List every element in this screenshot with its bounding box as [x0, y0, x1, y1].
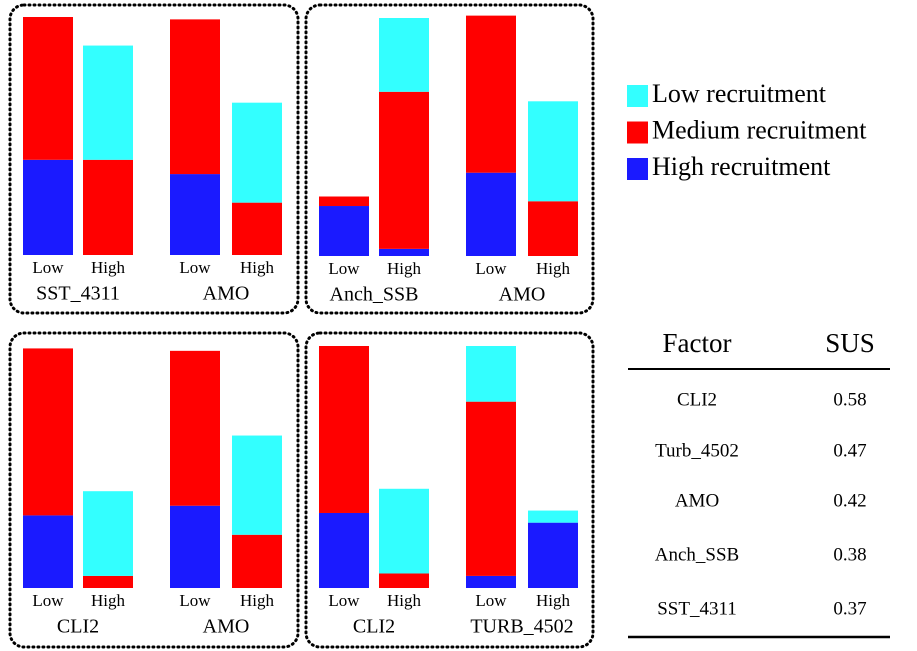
table-cell: Turb_4502 [655, 440, 739, 461]
bar-segment [466, 15, 516, 173]
category-label: Low [179, 591, 211, 610]
group-label: AMO [203, 616, 250, 638]
bar-segment [83, 45, 133, 160]
bar-segment [170, 350, 220, 506]
table-cell: 0.42 [833, 490, 866, 511]
bar-segment [232, 435, 282, 535]
group-label: SST_4311 [36, 283, 120, 305]
bar-segment [379, 248, 429, 256]
category-label: High [91, 258, 126, 277]
bar-segment [170, 19, 220, 175]
table-cell: 0.38 [833, 544, 866, 565]
bar-segment [319, 346, 369, 513]
bar-segment [83, 575, 133, 588]
table-cell: CLI2 [677, 389, 717, 410]
category-label: Low [328, 259, 360, 278]
bar-segment [528, 522, 578, 588]
category-label: High [536, 591, 571, 610]
group-label: Anch_SSB [330, 284, 419, 306]
bar-segment [379, 488, 429, 574]
table-cell: 0.47 [833, 440, 866, 461]
category-label: High [240, 258, 275, 277]
panel-frame [304, 3, 595, 315]
legend-label: Low recruitment [652, 79, 827, 108]
category-label: Low [179, 258, 211, 277]
table-cell: 0.58 [833, 389, 866, 410]
table-header: Factor [663, 328, 732, 358]
panel-frame [8, 3, 300, 315]
bar-segment [319, 196, 369, 207]
bar-segment [232, 202, 282, 255]
legend-swatch [627, 85, 648, 107]
table-cell: SST_4311 [657, 598, 737, 619]
bar-segment [83, 491, 133, 576]
group-label: CLI2 [57, 616, 99, 638]
category-label: High [536, 259, 571, 278]
group-label: AMO [499, 284, 546, 306]
bar-segment [23, 159, 73, 255]
bar-segment [23, 348, 73, 516]
bar-segment [170, 505, 220, 588]
bar-segment [232, 102, 282, 203]
legend-swatch [627, 158, 648, 180]
category-label: Low [32, 591, 64, 610]
group-label: TURB_4502 [470, 616, 573, 638]
category-label: Low [475, 259, 507, 278]
bar-segment [466, 346, 516, 402]
category-label: High [387, 259, 422, 278]
bar-segment [528, 510, 578, 523]
category-label: Low [32, 258, 64, 277]
bar-segment [319, 512, 369, 588]
legend-swatch [627, 121, 648, 144]
bar-segment [319, 206, 369, 256]
panel-frame [8, 331, 300, 649]
bar-segment [466, 575, 516, 588]
table-cell: 0.37 [833, 598, 866, 619]
panel-frame [304, 331, 595, 649]
bar-segment [83, 159, 133, 255]
group-label: CLI2 [353, 616, 395, 638]
bar-segment [466, 401, 516, 576]
category-label: Low [475, 591, 507, 610]
category-label: Low [328, 591, 360, 610]
table-cell: Anch_SSB [655, 544, 739, 565]
bar-segment [170, 174, 220, 255]
bar-segment [379, 18, 429, 92]
bar-segment [466, 172, 516, 256]
bar-segment [379, 91, 429, 249]
table-cell: AMO [675, 490, 719, 511]
legend-label: Medium recruitment [652, 115, 867, 144]
bar-segment [528, 101, 578, 202]
group-label: AMO [203, 283, 250, 305]
category-label: High [240, 591, 275, 610]
bar-segment [23, 515, 73, 588]
category-label: High [387, 591, 422, 610]
table-header: SUS [825, 328, 875, 358]
bar-segment [23, 17, 73, 160]
bar-segment [232, 534, 282, 588]
legend-label: High recruitment [652, 152, 831, 181]
category-label: High [91, 591, 126, 610]
bar-segment [379, 573, 429, 588]
bar-segment [528, 201, 578, 256]
